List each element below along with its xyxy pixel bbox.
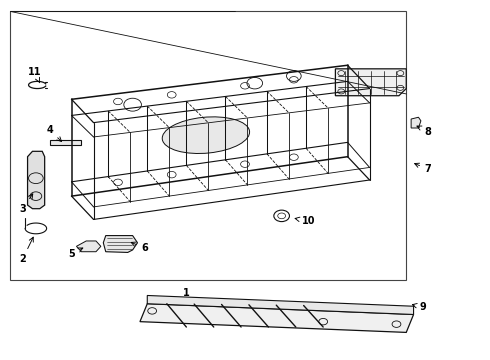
Text: 3: 3	[19, 194, 33, 214]
Text: 8: 8	[417, 126, 432, 136]
Text: 11: 11	[28, 67, 42, 83]
Text: 10: 10	[295, 216, 315, 226]
Polygon shape	[49, 140, 81, 145]
Polygon shape	[411, 117, 421, 128]
Polygon shape	[103, 235, 138, 252]
Polygon shape	[76, 241, 101, 252]
Bar	[10, 12, 406, 280]
Polygon shape	[335, 69, 406, 96]
Text: 5: 5	[68, 248, 83, 258]
Text: 1: 1	[183, 288, 190, 298]
Polygon shape	[27, 151, 45, 209]
Text: 9: 9	[413, 302, 427, 312]
Text: 4: 4	[46, 125, 62, 141]
Text: 2: 2	[19, 237, 33, 264]
Text: 6: 6	[131, 242, 148, 253]
Polygon shape	[140, 304, 414, 332]
Polygon shape	[147, 296, 414, 315]
Text: 7: 7	[415, 163, 432, 174]
Ellipse shape	[162, 117, 249, 153]
